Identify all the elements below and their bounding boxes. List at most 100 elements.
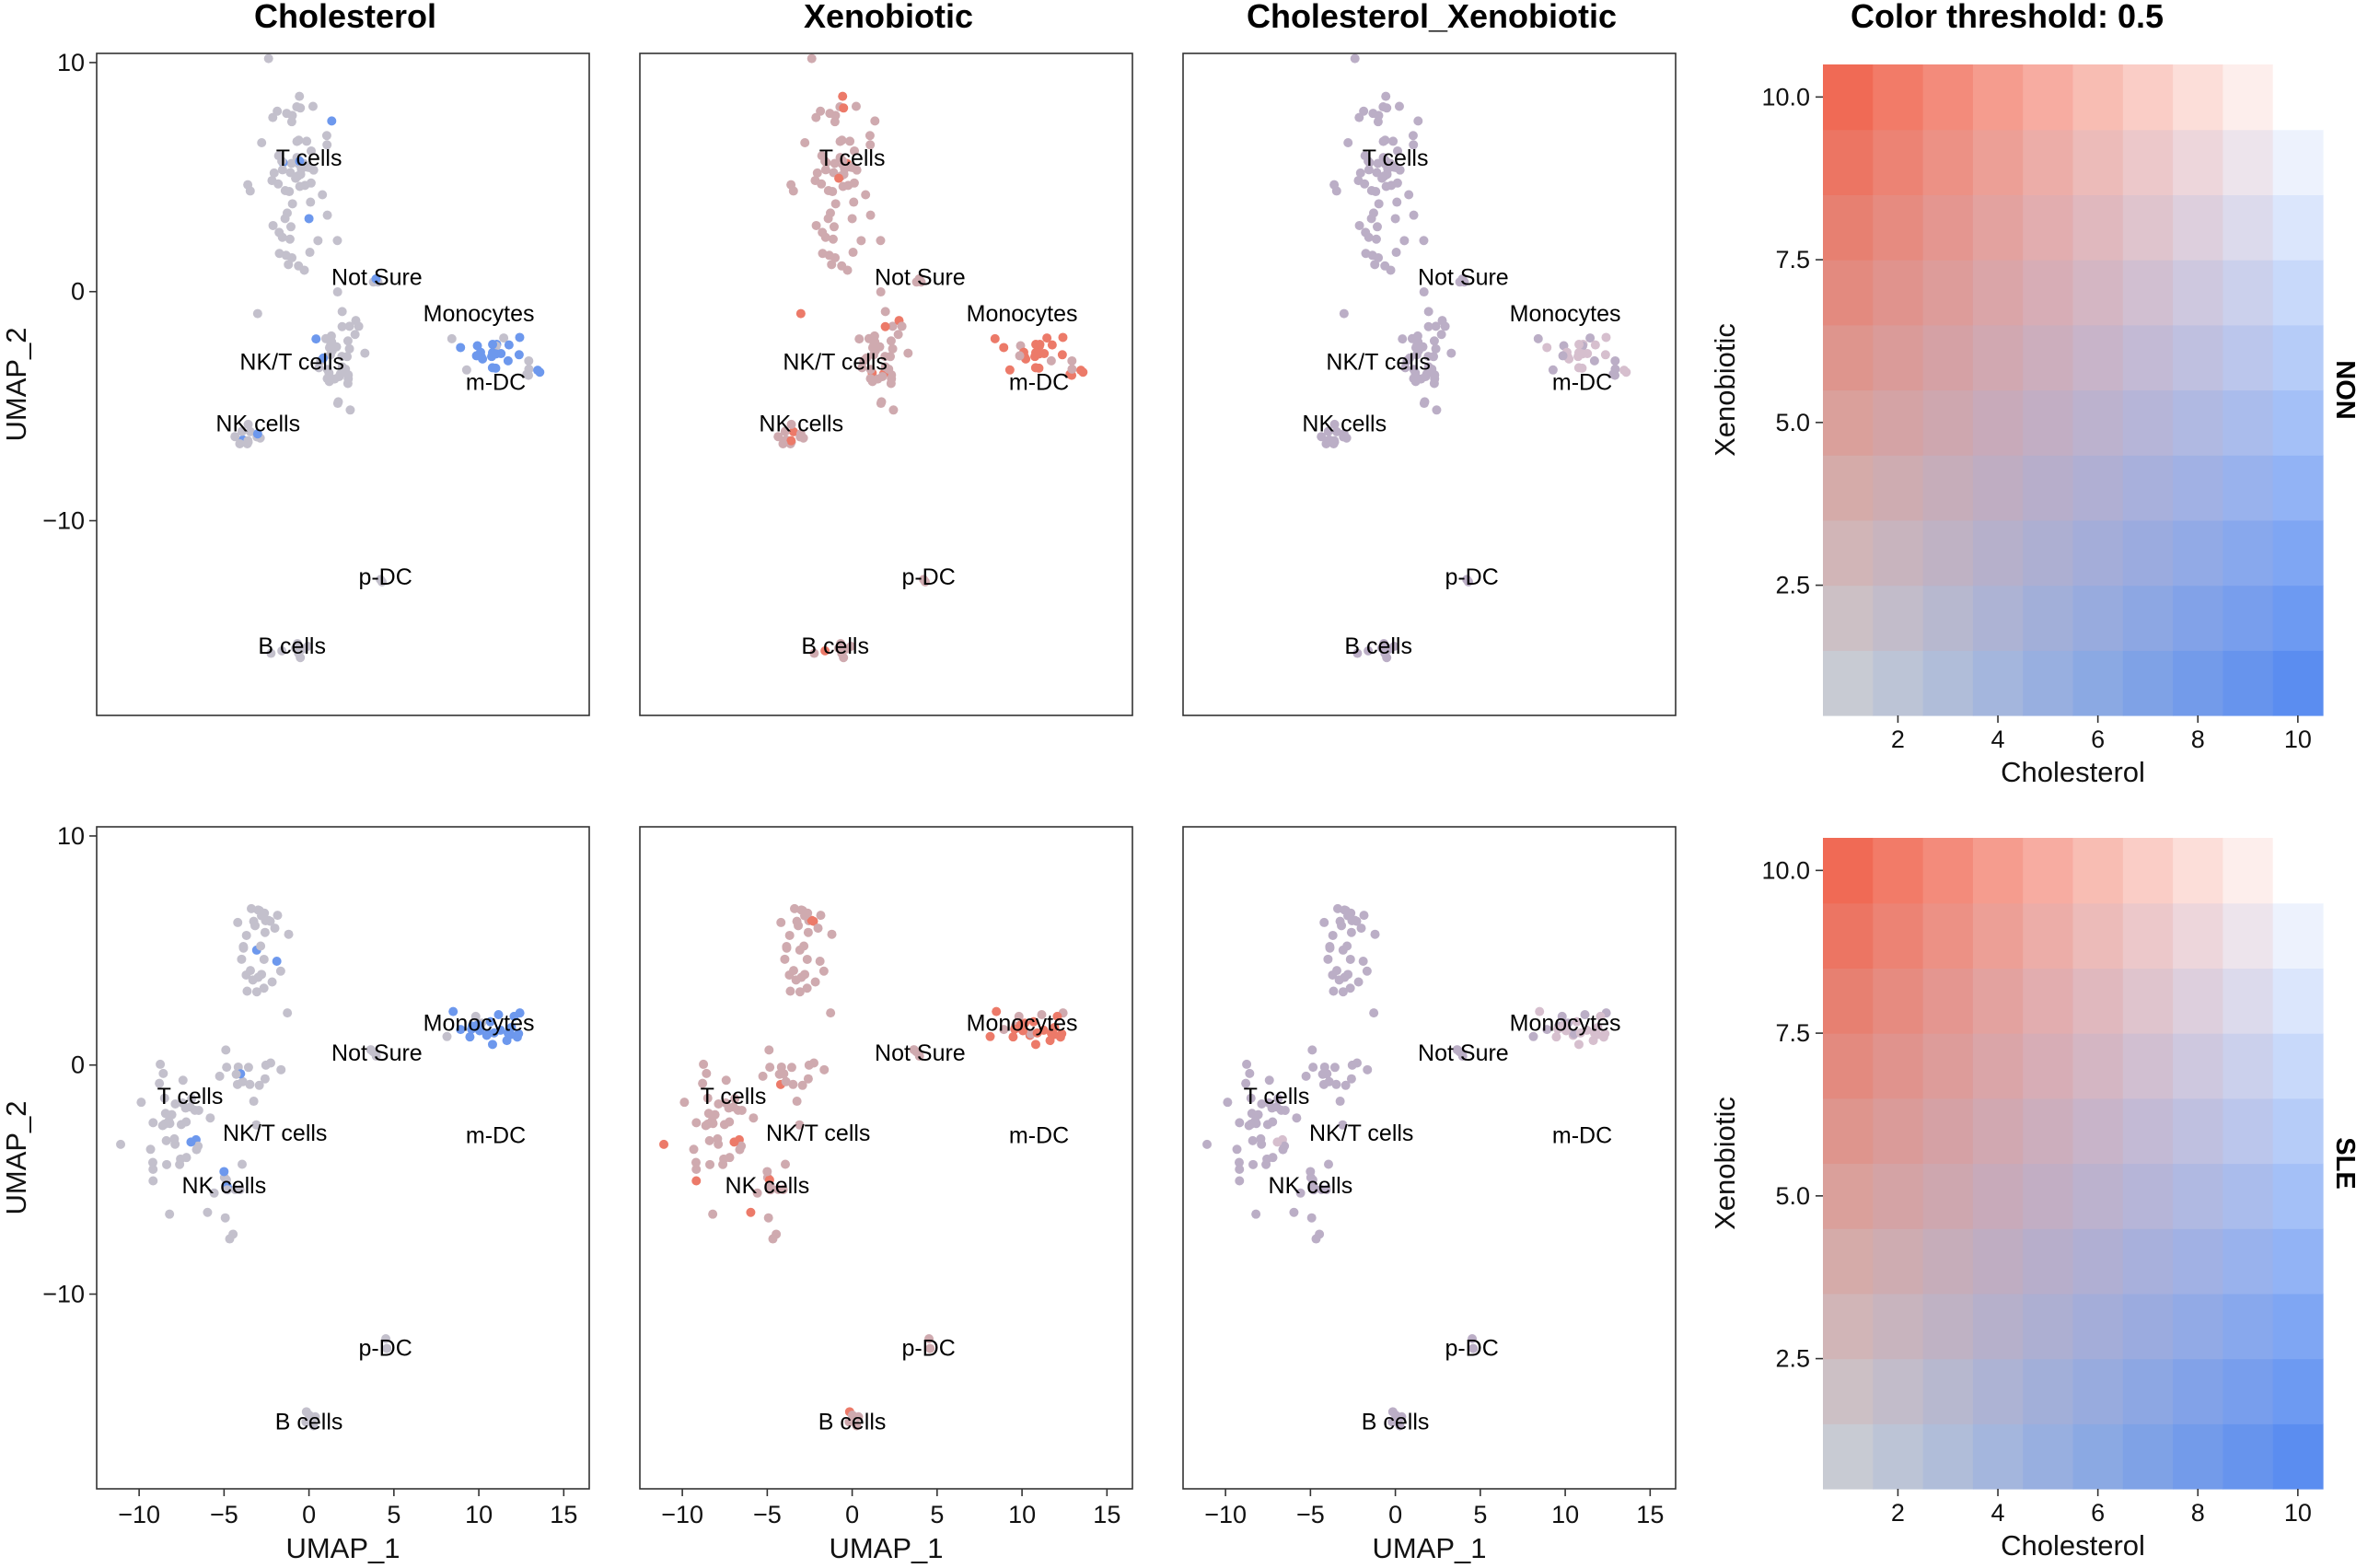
umap-point [1343,970,1353,980]
umap-point [245,186,255,196]
umap-point [797,1080,807,1090]
umap-point [1575,1028,1585,1038]
umap-point [856,236,866,246]
umap-point [251,987,261,997]
umap-point [1329,436,1340,446]
heatmap-cell [2223,324,2274,391]
y-axis-title: Xenobiotic [1709,323,1741,457]
umap-point [784,930,795,940]
heatmap-cell [1823,519,1874,587]
umap-point [302,136,312,146]
umap-point [702,1119,713,1129]
umap-point [1528,1031,1538,1041]
heatmap-cell [1922,194,1974,261]
umap-points [230,53,545,663]
umap-point [1419,236,1429,246]
heatmap-cell [1922,838,1974,904]
y-tick-label: 5.0 [1775,409,1810,436]
umap-point [737,1141,747,1151]
heatmap-cell [1922,1228,1974,1295]
heatmap-cell [2122,1423,2174,1490]
heatmap-cell [2223,838,2274,904]
umap-point [1358,957,1368,967]
umap-point [470,1011,481,1021]
umap-point [852,1421,862,1431]
umap-point [292,136,302,146]
umap-point [1272,1137,1282,1147]
umap-point [503,355,513,366]
heatmap-cell [2173,838,2223,904]
heatmap-cell [1972,1423,2024,1490]
umap-point [718,1159,728,1169]
heatmap-cell [1972,64,2024,131]
heatmap-cell [2223,64,2274,131]
umap-point [1366,214,1376,224]
heatmap-cell [2223,902,2274,969]
heatmap-cell [1873,838,1924,904]
umap-point [708,1209,718,1219]
heatmap-cell [2122,389,2174,456]
umap-point [1015,351,1025,361]
umap-point [514,350,524,360]
x-tick-label: −10 [1204,1501,1247,1528]
umap-point [456,1025,466,1035]
cluster-label: T cells [819,145,886,171]
umap-point [1052,1011,1062,1021]
umap-point [698,1078,708,1088]
umap-point [524,364,534,374]
umap-point [471,351,482,361]
umap-point [797,906,807,916]
umap-point [193,1105,203,1115]
umap-point [1404,190,1414,200]
umap-points [1202,903,1611,1431]
umap-point [791,975,801,985]
heatmap-cell [2122,64,2174,131]
umap-point [702,1068,712,1078]
heatmap-cell [2223,455,2274,521]
heatmap-cell [1873,1033,1924,1099]
umap-point [827,929,837,939]
umap-point [795,308,806,319]
x-tick-label: 5 [930,1501,944,1528]
heatmap-cell [2223,1228,2274,1295]
cluster-label: Monocytes [424,1010,535,1036]
umap-point [786,419,796,429]
umap-point [1342,941,1352,951]
umap-point [1308,1063,1318,1073]
umap-point [1241,1078,1251,1088]
row-tag-sle: SLE [2330,1137,2356,1189]
umap-point [354,321,364,331]
umap-point [1364,156,1374,166]
heatmap-cell [1823,1033,1874,1099]
heatmap-cell [2223,650,2274,716]
umap-point [337,321,347,331]
umap-point [1245,1068,1255,1078]
x-tick-label: 10 [1551,1501,1579,1528]
umap-point [233,917,243,927]
umap-point [811,112,821,122]
umap-point [524,355,534,366]
column-title-xenobiotic: Xenobiotic [804,0,973,35]
heatmap-cell [1922,324,1974,391]
umap-point [1399,236,1410,246]
umap-point [447,333,457,343]
legend-heatmap-non: 2.5 5.0 7.5 10.0 2 4 6 8 10 Cholesterol Xenobiotic… [1709,64,2356,788]
heatmap-cell [2023,194,2074,261]
umap-point [765,1185,775,1195]
umap-point [762,1167,772,1177]
umap-point [809,648,819,658]
umap-point [1573,1040,1584,1050]
cluster-label: Monocytes [1510,301,1621,327]
umap-point [1457,1051,1468,1062]
umap-point [193,1141,203,1151]
umap-point [785,986,795,996]
heatmap-cell [2122,650,2174,716]
umap-point [1292,1113,1302,1123]
umap-point [284,260,294,270]
heatmap-cell [2173,519,2223,587]
cluster-label: p-DC [1445,1336,1498,1362]
umap-point [886,336,896,346]
umap-point [203,1207,213,1217]
